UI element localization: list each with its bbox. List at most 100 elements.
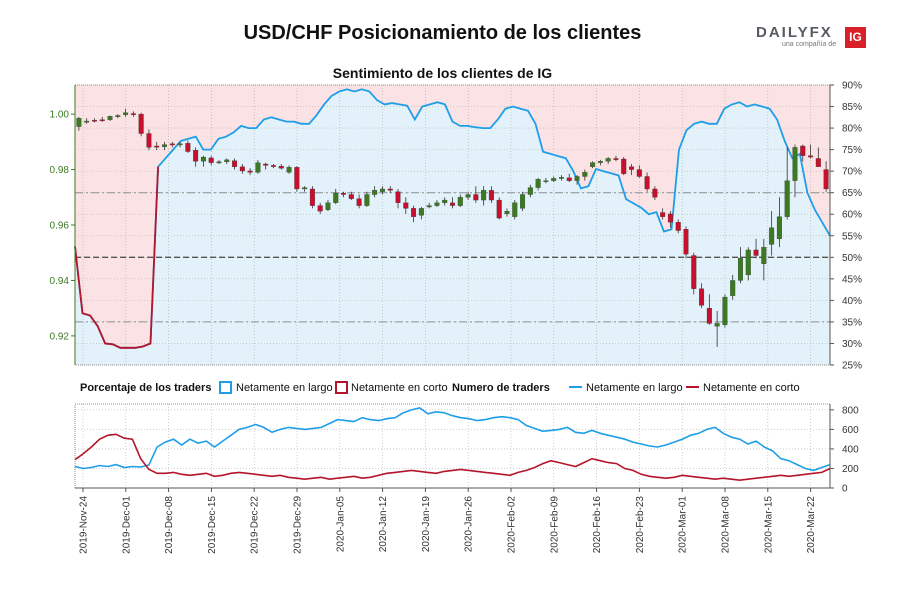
chart-title: USD/CHF Posicionamiento de los clientes [243, 22, 642, 44]
date-tick-label: 2020-Jan-12 [378, 496, 389, 553]
candle-body [667, 213, 673, 223]
legend-pct-long: Netamente en largo [236, 382, 333, 394]
candle-body [753, 249, 759, 256]
candle-body [823, 169, 829, 190]
candle-body [769, 227, 775, 245]
candle [185, 140, 191, 153]
candle-body [76, 118, 82, 127]
candle [667, 211, 673, 228]
candle-body [675, 222, 681, 231]
date-tick-label: 2020-Feb-09 [549, 496, 560, 554]
candle-body [177, 143, 183, 146]
date-tick-label: 2020-Jan-19 [421, 496, 432, 553]
candle [395, 188, 401, 209]
candle [138, 112, 144, 137]
trader-count-panel: 0 200 400 600 800 2019-Nov-24 2019-Dec-01 2019-… [74, 403, 859, 554]
traders-long-line [74, 407, 831, 472]
candle-body [115, 115, 121, 117]
candle-body [488, 190, 494, 201]
candle-body [302, 187, 308, 190]
candle [286, 165, 292, 174]
candle-body [278, 166, 284, 169]
candle-body [450, 202, 455, 206]
candle-body [512, 202, 518, 217]
left-tick-label: 0.98 [50, 165, 70, 176]
candle [605, 157, 611, 165]
candle [356, 194, 362, 209]
candle [738, 247, 743, 284]
candle [792, 144, 798, 198]
candle [683, 226, 689, 259]
candle [247, 168, 253, 176]
right-tick-label: 55% [842, 231, 862, 242]
candle [652, 186, 658, 201]
candle-body [169, 143, 175, 146]
legend-pct-short: Netamente en corto [351, 382, 448, 394]
candle-body [411, 208, 417, 217]
candle [582, 169, 588, 181]
candle-body [341, 192, 347, 195]
ig-logo: IG [845, 27, 866, 48]
date-tick-label: 2020-Mar-22 [806, 496, 817, 554]
candle-body [683, 229, 689, 255]
candle-body [504, 210, 510, 215]
candle [722, 294, 728, 328]
right-tick-label: 90% [842, 81, 862, 92]
candle [270, 164, 276, 169]
candle [488, 186, 494, 203]
candle-body [776, 216, 782, 240]
candle [91, 118, 97, 123]
candle-body [527, 187, 533, 195]
candle [434, 200, 440, 207]
bottom-gridlines [75, 404, 830, 489]
candle [815, 147, 821, 167]
candle-body [138, 113, 144, 134]
legend-num-title: Numero de traders [452, 382, 550, 394]
candle [512, 200, 518, 220]
candle [387, 186, 393, 194]
candle [169, 141, 175, 148]
candle [784, 147, 790, 220]
candle [193, 147, 199, 167]
candle-body [364, 194, 370, 206]
candle [465, 191, 471, 201]
candle-body [691, 255, 697, 289]
candle-body [232, 160, 238, 167]
candle-body [426, 205, 432, 208]
candle-body [457, 197, 463, 206]
right-tick-label: 35% [842, 317, 862, 328]
candle-body [582, 172, 588, 177]
candle [761, 238, 767, 281]
candle-body [574, 176, 580, 181]
candle [535, 177, 541, 191]
candle-body [543, 180, 549, 182]
right-tick-label: 45% [842, 274, 862, 285]
candle-body [99, 119, 105, 122]
left-tick-label: 0.92 [50, 331, 70, 342]
candle [411, 205, 417, 223]
candle [745, 247, 751, 281]
candle-body [566, 177, 572, 181]
candle-body [473, 194, 479, 201]
date-tick-label: 2020-Mar-08 [721, 496, 732, 554]
candle-body [714, 323, 720, 327]
long-area [75, 89, 830, 366]
legend-pct-short-swatch [335, 381, 348, 394]
candle-body [660, 212, 666, 217]
candle-body [520, 194, 526, 209]
candle-body [216, 161, 222, 164]
candle-body [200, 156, 206, 162]
candle [364, 191, 370, 207]
traders-short-line [74, 433, 831, 482]
candle-body [333, 192, 339, 203]
logo-subtext: una compañía de [782, 41, 837, 48]
candle-body [605, 158, 611, 162]
candle [776, 197, 782, 248]
candle [551, 176, 557, 183]
candle [450, 197, 455, 209]
candle [442, 197, 448, 206]
candle-body [442, 199, 448, 203]
candle-body [379, 188, 385, 192]
candle-body [722, 296, 728, 325]
